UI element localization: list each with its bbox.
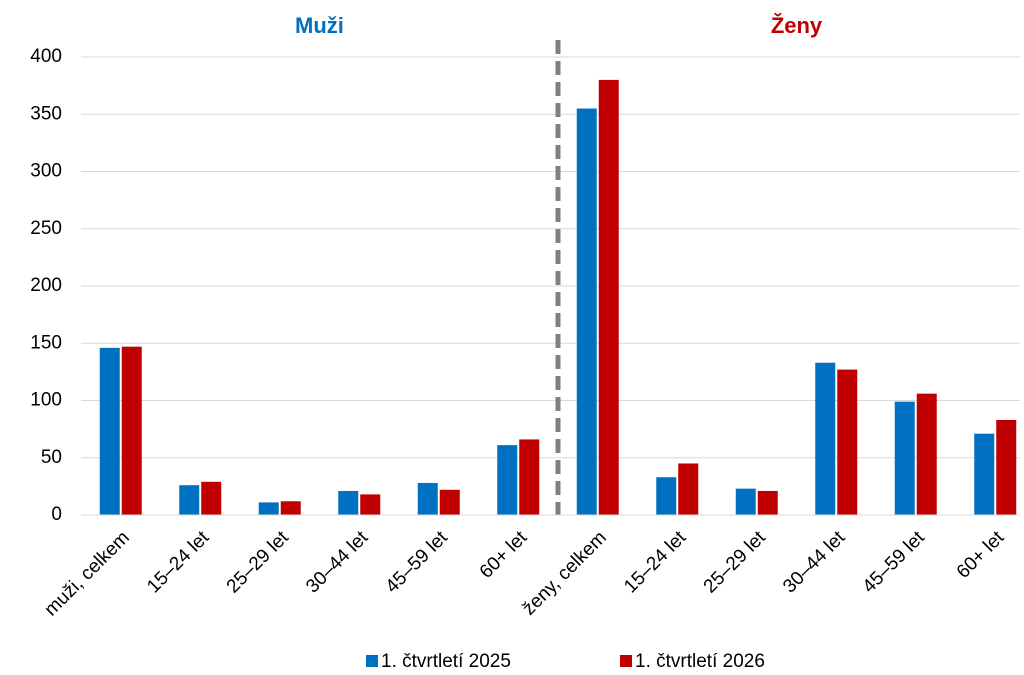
bar [996,419,1017,515]
x-tick-label: muži, celkem [41,527,134,620]
bar [815,362,836,515]
bar [837,369,858,515]
x-tick-label: 15–24 let [620,527,691,598]
bar [338,490,359,515]
y-tick-label: 0 [51,504,62,525]
bar [678,463,699,515]
y-tick-label: 400 [30,46,62,67]
legend-label: 1. čtvrtletí 2026 [635,651,765,672]
x-tick-label: 30–44 let [302,527,373,598]
x-tick-label: 25–29 let [223,527,294,598]
x-tick-label: 30–44 let [779,527,850,598]
bar [179,485,200,515]
bar [974,433,995,515]
y-tick-label: 350 [30,103,62,124]
bar [280,501,301,515]
y-tick-label: 50 [41,447,62,468]
x-tick-label: ženy, celkem [519,527,611,619]
group-label: Ženy [771,13,823,38]
bar [656,477,677,515]
x-tick-label: 60+ let [476,527,532,583]
bar [417,482,438,515]
bar [735,488,756,515]
bar [497,445,518,515]
bar [916,393,937,515]
bar [360,494,381,515]
bar [576,108,597,516]
group-label: Muži [295,13,344,38]
y-tick-label: 100 [30,390,62,411]
x-tick-label: 25–29 let [700,527,771,598]
y-tick-label: 150 [30,332,62,353]
y-tick-label: 300 [30,161,62,182]
bar [519,439,540,515]
bar [121,346,142,515]
y-tick-label: 200 [30,275,62,296]
bar [757,490,778,515]
bar [439,489,460,515]
legend-label: 1. čtvrtletí 2025 [381,651,511,672]
bar [201,481,222,515]
legend-swatch [366,655,378,667]
x-tick-label: 45–59 let [382,527,453,598]
x-tick-label: 60+ let [953,527,1009,583]
bar [598,79,619,516]
bar [258,502,279,515]
x-tick-label: 45–59 let [859,527,930,598]
legend-swatch [620,655,632,667]
bar [894,401,915,515]
y-tick-label: 250 [30,218,62,239]
bar [99,347,120,515]
x-tick-label: 15–24 let [143,527,214,598]
